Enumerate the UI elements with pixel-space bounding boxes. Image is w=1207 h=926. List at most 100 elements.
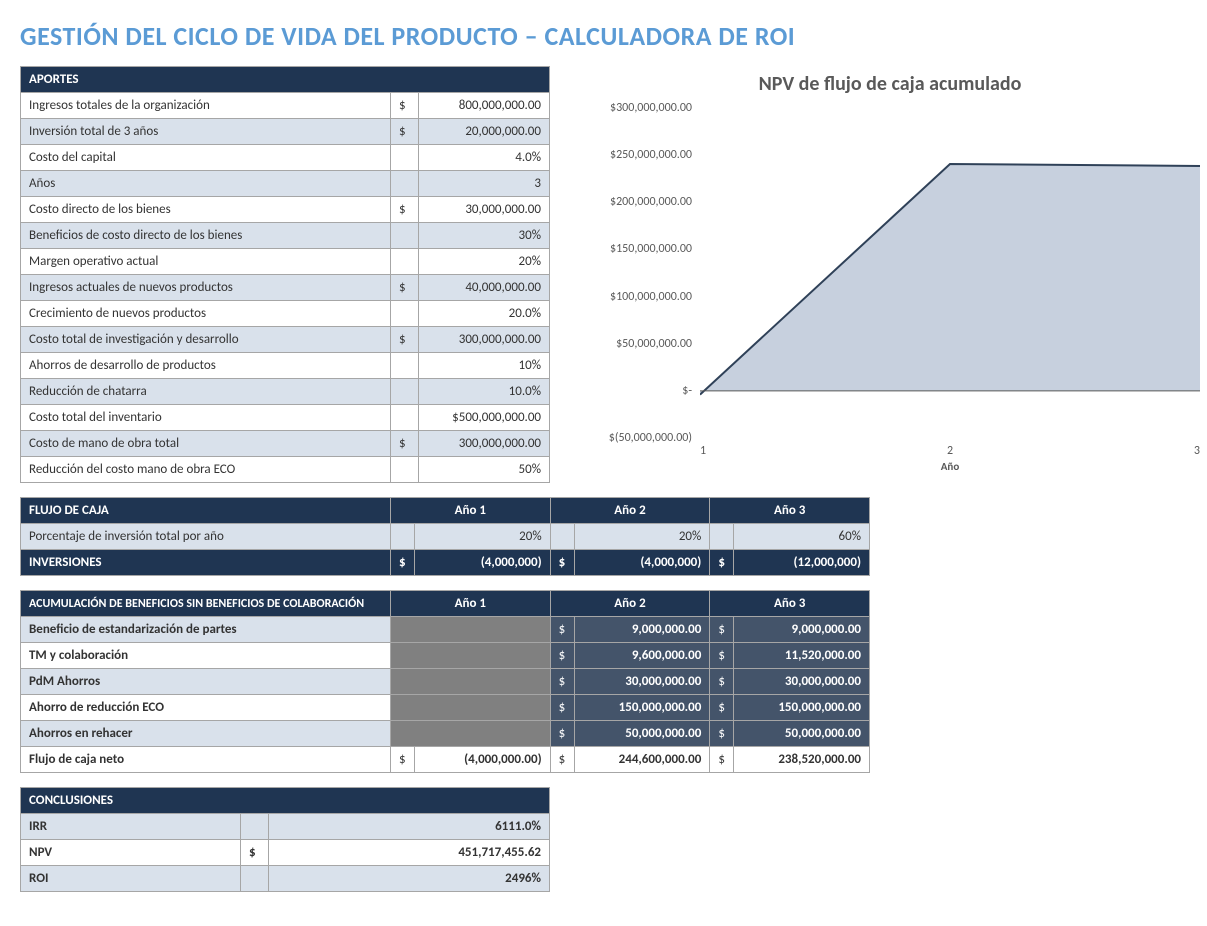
currency-symbol: $ (241, 840, 269, 866)
currency-symbol (391, 379, 419, 405)
row-label: Porcentaje de inversión total por año (21, 524, 391, 550)
currency-symbol: $ (391, 119, 419, 145)
conclusion-row: IRR6111.0% (21, 814, 550, 840)
input-label: Costo total de investigación y desarroll… (21, 327, 391, 353)
currency-symbol: $ (391, 93, 419, 119)
year-header: Año 3 (710, 591, 870, 617)
benefit-row: Flujo de caja neto$(4,000,000.00)$244,60… (21, 747, 870, 773)
input-label: Ingresos totales de la organización (21, 93, 391, 119)
year-header: Año 1 (391, 498, 551, 524)
benefit-value: (4,000,000.00) (415, 747, 551, 773)
input-value: 800,000,000.00 (419, 93, 550, 119)
input-value: 10.0% (419, 379, 550, 405)
chart-title: NPV de flujo de caja acumulado (580, 72, 1200, 96)
currency-symbol (241, 814, 269, 840)
input-label: Ingresos actuales de nuevos productos (21, 275, 391, 301)
currency-symbol: $ (710, 550, 734, 576)
currency-symbol (391, 457, 419, 483)
input-row: Reducción del costo mano de obra ECO50% (21, 457, 550, 483)
chart-x-axis-title: Año (700, 460, 1200, 473)
currency-symbol: $ (550, 669, 574, 695)
inputs-header: APORTES (21, 67, 550, 93)
input-label: Ahorros de desarrollo de productos (21, 353, 391, 379)
currency-symbol: $ (710, 669, 734, 695)
benefit-value: 30,000,000.00 (734, 669, 870, 695)
chart-y-tick: $50,000,000.00 (616, 337, 692, 351)
currency-symbol (391, 405, 419, 431)
currency-symbol: $ (391, 747, 415, 773)
benefit-row: TM y colaboración$9,600,000.00$11,520,00… (21, 643, 870, 669)
chart-y-tick: $(50,000,000.00) (609, 431, 692, 445)
input-value: 300,000,000.00 (419, 431, 550, 457)
input-value: 20% (419, 249, 550, 275)
pct-value: 20% (415, 524, 551, 550)
input-label: Crecimiento de nuevos productos (21, 301, 391, 327)
conclusion-value: 2496% (269, 866, 550, 892)
input-label: Años (21, 171, 391, 197)
inv-value: (4,000,000) (415, 550, 551, 576)
input-label: Costo de mano de obra total (21, 431, 391, 457)
currency-symbol: $ (391, 431, 419, 457)
input-label: Costo total del inventario (21, 405, 391, 431)
npv-chart: $300,000,000.00$250,000,000.00$200,000,0… (580, 108, 1200, 478)
benefit-value: 50,000,000.00 (734, 721, 870, 747)
input-value: 3 (419, 171, 550, 197)
chart-x-tick: 2 (947, 444, 953, 458)
currency-symbol: $ (391, 275, 419, 301)
benefit-value: 244,600,000.00 (574, 747, 710, 773)
benefit-row: PdM Ahorros$30,000,000.00$30,000,000.00 (21, 669, 870, 695)
row-label: Ahorro de reducción ECO (21, 695, 391, 721)
blank-cell (391, 695, 551, 721)
chart-x-tick: 1 (700, 444, 706, 458)
currency-symbol: $ (710, 721, 734, 747)
cashflow-inv-row: INVERSIONES$(4,000,000)$(4,000,000)$(12,… (21, 550, 870, 576)
input-value: $500,000,000.00 (419, 405, 550, 431)
input-row: Costo del capital4.0% (21, 145, 550, 171)
input-value: 300,000,000.00 (419, 327, 550, 353)
input-label: Beneficios de costo directo de los biene… (21, 223, 391, 249)
currency-symbol: $ (550, 550, 574, 576)
currency-symbol: $ (391, 327, 419, 353)
cashflow-header: FLUJO DE CAJA (21, 498, 391, 524)
chart-y-tick: $200,000,000.00 (610, 195, 692, 209)
input-row: Costo de mano de obra total$300,000,000.… (21, 431, 550, 457)
input-label: Costo directo de los bienes (21, 197, 391, 223)
inputs-table: APORTES Ingresos totales de la organizac… (20, 66, 550, 483)
chart-x-tick: 3 (1194, 444, 1200, 458)
currency-symbol: $ (550, 617, 574, 643)
input-row: Costo directo de los bienes$30,000,000.0… (21, 197, 550, 223)
input-value: 20,000,000.00 (419, 119, 550, 145)
row-label: Ahorros en rehacer (21, 721, 391, 747)
currency-symbol (391, 353, 419, 379)
input-row: Beneficios de costo directo de los biene… (21, 223, 550, 249)
currency-symbol: $ (550, 695, 574, 721)
input-row: Margen operativo actual 20% (21, 249, 550, 275)
currency-symbol (391, 145, 419, 171)
row-label: ROI (21, 866, 241, 892)
currency-symbol (391, 171, 419, 197)
benefit-value: 150,000,000.00 (734, 695, 870, 721)
currency-symbol (391, 301, 419, 327)
benefit-value: 9,000,000.00 (574, 617, 710, 643)
input-value: 40,000,000.00 (419, 275, 550, 301)
benefit-row: Beneficio de estandarización de partes$9… (21, 617, 870, 643)
input-label: Margen operativo actual (21, 249, 391, 275)
input-row: Ahorros de desarrollo de productos10% (21, 353, 550, 379)
input-label: Reducción de chatarra (21, 379, 391, 405)
input-row: Inversión total de 3 años$20,000,000.00 (21, 119, 550, 145)
currency-symbol: $ (391, 550, 415, 576)
conclusions-header: CONCLUSIONES (21, 788, 550, 814)
input-row: Costo total del inventario $500,000,000.0… (21, 405, 550, 431)
inv-value: (4,000,000) (574, 550, 710, 576)
input-value: 50% (419, 457, 550, 483)
row-label: IRR (21, 814, 241, 840)
cashflow-pct-row: Porcentaje de inversión total por año 20%… (21, 524, 870, 550)
benefits-table: ACUMULACIÓN DE BENEFICIOS SIN BENEFICIOS… (20, 590, 870, 773)
input-value: 30% (419, 223, 550, 249)
benefit-value: 50,000,000.00 (574, 721, 710, 747)
input-row: Crecimiento de nuevos productos20.0% (21, 301, 550, 327)
benefit-value: 150,000,000.00 (574, 695, 710, 721)
input-value: 30,000,000.00 (419, 197, 550, 223)
pct-value: 60% (734, 524, 870, 550)
conclusion-value: 451,717,455.62 (269, 840, 550, 866)
